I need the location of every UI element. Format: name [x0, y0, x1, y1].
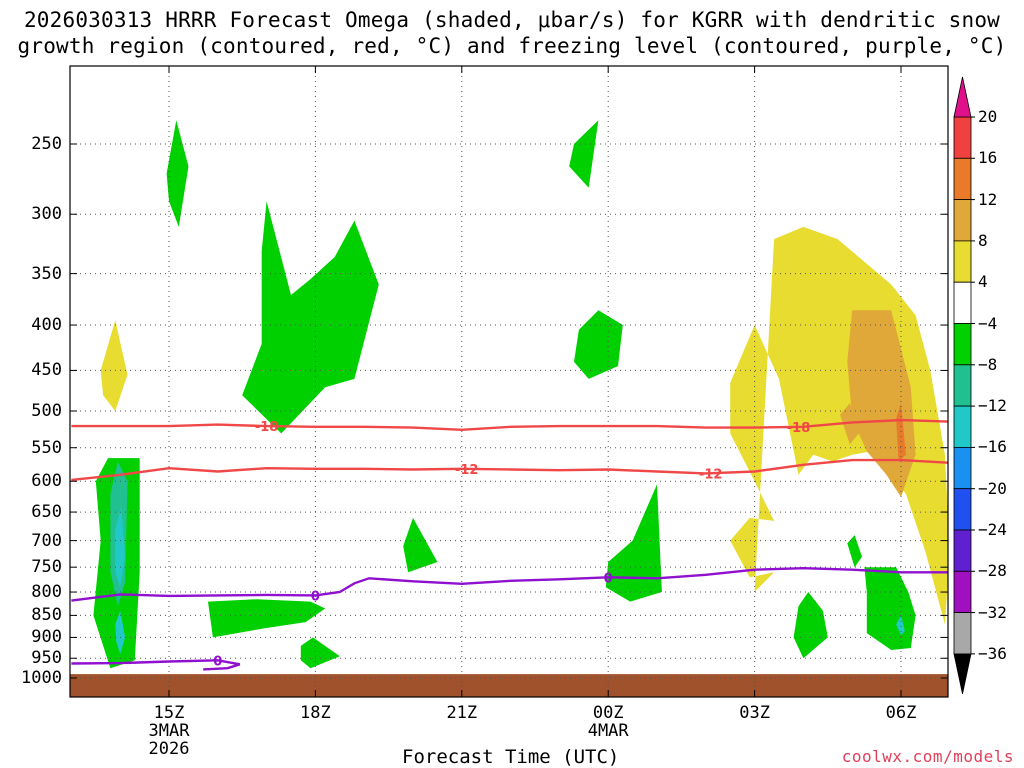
pressure-label-350: 350 [31, 263, 62, 284]
colorbar-band-0 [953, 116, 972, 159]
omega-region-1 [100, 320, 128, 411]
colorbar-band-5 [953, 323, 972, 366]
colorbar-label-11: −28 [978, 561, 1007, 581]
colorbar-label-9: −20 [978, 478, 1007, 498]
colorbar-band-1 [953, 157, 972, 201]
pressure-label-750: 750 [31, 557, 62, 578]
colorbar-band-12 [953, 612, 972, 655]
pressure-label-250: 250 [31, 134, 62, 154]
colorbar-under-arrow [953, 653, 972, 694]
chart-title-line-1: 2026030313 HRRR Forecast Omega (shaded, … [23, 8, 1001, 32]
omega-region-18 [896, 615, 905, 636]
contour-label-0: -18 [255, 420, 279, 435]
colorbar-band-11 [953, 570, 972, 613]
pressure-label-500: 500 [31, 401, 62, 421]
x-axis-label: Forecast Time (UTC) [402, 746, 620, 768]
colorbar-over-arrow [953, 76, 972, 118]
colorbar-label-3: 8 [978, 230, 988, 250]
contour-label-4: 0 [311, 589, 320, 604]
contour-line-4 [71, 566, 948, 602]
colorbar-band-9 [953, 488, 972, 531]
plot-frame [69, 65, 949, 698]
colorbar-label-8: −16 [978, 437, 1007, 457]
omega-region-7 [569, 120, 599, 188]
pressure-label-300: 300 [31, 204, 62, 225]
colorbar-band-10 [953, 529, 972, 572]
colorbar-label-1: 16 [978, 148, 998, 168]
pressure-label-900: 900 [31, 627, 62, 648]
colorbar-band-2 [953, 199, 972, 242]
colorbar-label-12: −32 [978, 602, 1007, 622]
contour-label-6: 0 [213, 654, 222, 669]
pressure-label-600: 600 [31, 471, 62, 492]
colorbar-label-13: −36 [978, 643, 1007, 663]
time-label-15Z-line1: 3MAR [148, 721, 190, 741]
omega-region-6 [242, 201, 379, 434]
omega-region-12 [300, 637, 340, 669]
contour-label-1: -18 [787, 421, 811, 436]
omega-region-16 [896, 403, 906, 462]
contour-label-5: 0 [604, 571, 613, 586]
pressure-label-950: 950 [31, 648, 62, 669]
chart-title-line-2: growth region (contoured, red, °C) and f… [17, 34, 1007, 58]
colorbar-label-5: −4 [978, 313, 998, 333]
pressure-label-550: 550 [31, 437, 62, 458]
colorbar-band-4 [953, 281, 972, 324]
omega-region-13 [730, 226, 948, 625]
omega-region-0 [166, 120, 189, 227]
time-label-18Z-line0: 18Z [300, 703, 331, 723]
omega-region-8 [574, 310, 623, 379]
colorbar-band-7 [953, 405, 972, 448]
plot-area: -18 -18 -12 -12 0 0 0 [70, 66, 948, 697]
time-label-00Z-line1: 4MAR [587, 721, 629, 741]
colorbar [953, 76, 975, 694]
omega-region-19 [793, 592, 828, 659]
colorbar-label-4: 4 [978, 272, 988, 292]
ground-below-surface [70, 674, 948, 697]
time-label-15Z-line0: 15Z [153, 703, 185, 723]
time-label-21Z-line0: 21Z [446, 703, 478, 723]
colorbar-band-3 [953, 240, 972, 283]
colorbar-label-0: 20 [978, 107, 998, 126]
time-label-15Z-line2: 2026 [148, 739, 190, 759]
contour-line-2 [71, 458, 948, 482]
omega-region-9 [403, 517, 438, 573]
pressure-label-850: 850 [31, 605, 62, 626]
contour-label-3: -12 [699, 467, 723, 482]
pressure-label-800: 800 [31, 582, 62, 603]
pressure-label-650: 650 [31, 502, 62, 523]
contour-label-2: -12 [455, 463, 479, 478]
site-credit: coolwx.com/models [841, 747, 1014, 766]
colorbar-label-10: −24 [978, 520, 1007, 539]
omega-region-10 [605, 484, 662, 602]
time-label-00Z-line0: 00Z [592, 703, 624, 723]
pressure-label-1000: 1000 [21, 668, 62, 688]
pressure-label-450: 450 [31, 360, 62, 381]
omega-region-4 [115, 506, 126, 588]
pressure-label-700: 700 [31, 530, 62, 551]
colorbar-label-7: −12 [978, 396, 1007, 416]
time-label-03Z-line0: 03Z [739, 703, 770, 723]
omega-region-20 [847, 535, 862, 568]
time-label-06Z-line0: 06Z [885, 703, 917, 723]
colorbar-label-6: −8 [978, 354, 998, 374]
colorbar-band-8 [953, 446, 972, 490]
contour-line-6 [71, 659, 241, 671]
colorbar-label-2: 12 [978, 189, 998, 209]
contour-line-0 [71, 418, 948, 432]
omega-region-5 [115, 610, 126, 655]
omega-region-11 [208, 599, 326, 638]
pressure-label-400: 400 [31, 315, 62, 336]
colorbar-band-6 [953, 364, 972, 407]
